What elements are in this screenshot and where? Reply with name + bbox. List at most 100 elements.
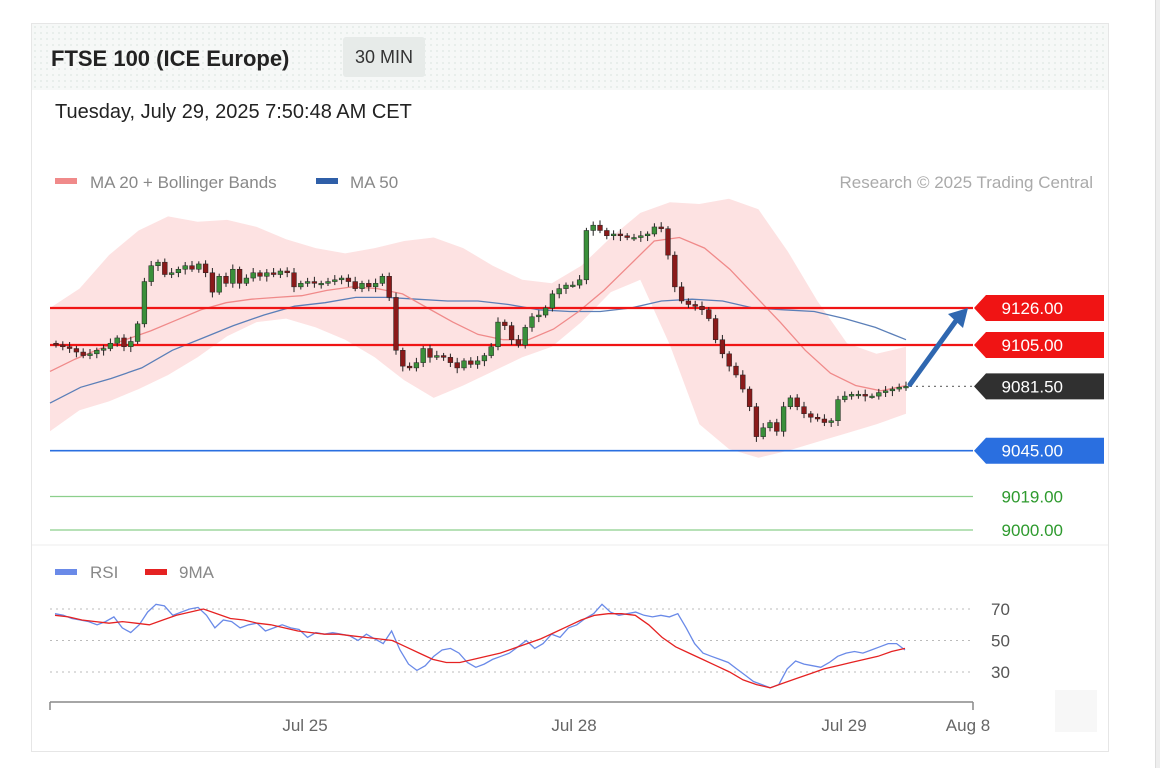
candle-body	[338, 277, 345, 281]
candle-body	[114, 337, 120, 344]
candle-body	[332, 279, 338, 282]
candle-body	[270, 272, 277, 275]
candle-body	[903, 386, 909, 389]
candle-body	[529, 316, 535, 328]
arrow-head	[948, 308, 968, 328]
candle-body	[182, 265, 188, 270]
time-axis: Jul 25 Jul 28 Jul 29 Aug 8	[49, 701, 990, 735]
candle-body	[882, 390, 889, 393]
candle-body	[563, 284, 569, 289]
candle-body	[821, 418, 828, 423]
candle-body	[243, 277, 250, 284]
candle-body	[774, 422, 780, 432]
candle-body	[848, 394, 855, 397]
candle-body	[447, 357, 454, 363]
candle-body	[699, 305, 705, 311]
rsi-ma-line	[54, 608, 906, 689]
candle-body	[134, 323, 141, 342]
candle-body	[311, 281, 318, 284]
candle-body	[481, 355, 488, 362]
chart-watermark	[1055, 690, 1097, 732]
candle-body	[202, 263, 209, 274]
candle-body	[393, 297, 399, 351]
candle-body	[175, 268, 182, 274]
candle-body	[141, 281, 148, 325]
candle-body	[638, 235, 644, 238]
candle-body	[413, 362, 420, 369]
chart-timestamp: Tuesday, July 29, 2025 7:50:48 AM CET	[55, 101, 412, 123]
candle-body	[230, 268, 236, 284]
candle-body	[107, 342, 114, 349]
interval-badge[interactable]: 30 MIN	[343, 37, 426, 77]
candle-body	[855, 394, 862, 397]
candle-body	[53, 342, 59, 346]
candle-body	[828, 420, 834, 423]
candle-body	[223, 276, 229, 284]
candle-body	[386, 276, 392, 298]
candle-body	[862, 394, 868, 397]
candle-body	[291, 272, 297, 288]
candle-body	[87, 353, 93, 356]
level-tag-text-resistance: 9126.00	[1002, 299, 1063, 318]
candle-body	[66, 346, 73, 349]
candle-body	[468, 360, 474, 365]
candle-body	[372, 283, 379, 288]
candle-body	[780, 406, 787, 432]
candle-body	[610, 233, 617, 237]
candle-body	[94, 350, 100, 355]
candle-body	[148, 265, 154, 282]
candle-body	[835, 399, 841, 422]
level-tag-last	[974, 373, 1104, 400]
time-axis-label: Jul 28	[551, 716, 596, 735]
candle-body	[522, 327, 528, 346]
candle-body	[808, 413, 814, 418]
candlesticks	[53, 220, 909, 442]
ma20-legend-swatch	[55, 178, 77, 184]
candle-body	[216, 276, 222, 293]
candle-body	[474, 360, 481, 365]
candle-body	[889, 388, 896, 392]
candle-body	[597, 224, 603, 231]
candle-body	[298, 283, 304, 288]
candle-body	[767, 422, 773, 429]
candle-body	[665, 228, 671, 256]
candle-body	[740, 374, 746, 390]
candle-body	[73, 348, 80, 353]
candle-body	[345, 277, 352, 282]
candle-body	[685, 300, 692, 305]
page-scrollbar[interactable]	[1155, 0, 1160, 768]
rsi-panel: 70 50 30	[50, 600, 1010, 689]
candle-body	[570, 284, 576, 287]
bollinger-band-area	[50, 198, 906, 458]
candle-body	[420, 348, 426, 363]
rsi-tick-50: 50	[991, 632, 1010, 651]
candle-body	[556, 288, 562, 295]
candle-body	[712, 318, 719, 340]
level-tag-text-resistance: 9105.00	[1002, 336, 1063, 355]
ma20-legend-label: MA 20 + Bollinger Bands	[90, 173, 277, 192]
candle-body	[128, 341, 134, 348]
level-tag-text-last: 9081.50	[1002, 377, 1063, 396]
candle-body	[284, 270, 290, 274]
projection-arrow	[907, 308, 968, 387]
chart-header: FTSE 100 (ICE Europe) 30 MIN	[32, 24, 1108, 90]
candle-body	[155, 261, 161, 266]
candle-body	[746, 388, 753, 407]
candle-body	[617, 233, 624, 237]
candle-body	[277, 270, 284, 275]
candle-body	[624, 235, 630, 238]
candle-body	[100, 348, 107, 351]
time-axis-label: Aug 8	[946, 716, 990, 735]
candle-body	[576, 279, 583, 286]
candle-body	[508, 325, 515, 340]
candle-body	[454, 362, 460, 369]
candle-body	[787, 397, 794, 407]
support-label-5: 9000.00	[1002, 521, 1063, 540]
candle-body	[461, 360, 467, 369]
instrument-title: FTSE 100 (ICE Europe)	[51, 46, 290, 71]
candle-body	[406, 365, 413, 369]
candle-body	[651, 226, 658, 235]
candle-body	[304, 281, 311, 284]
candle-body	[706, 309, 712, 319]
